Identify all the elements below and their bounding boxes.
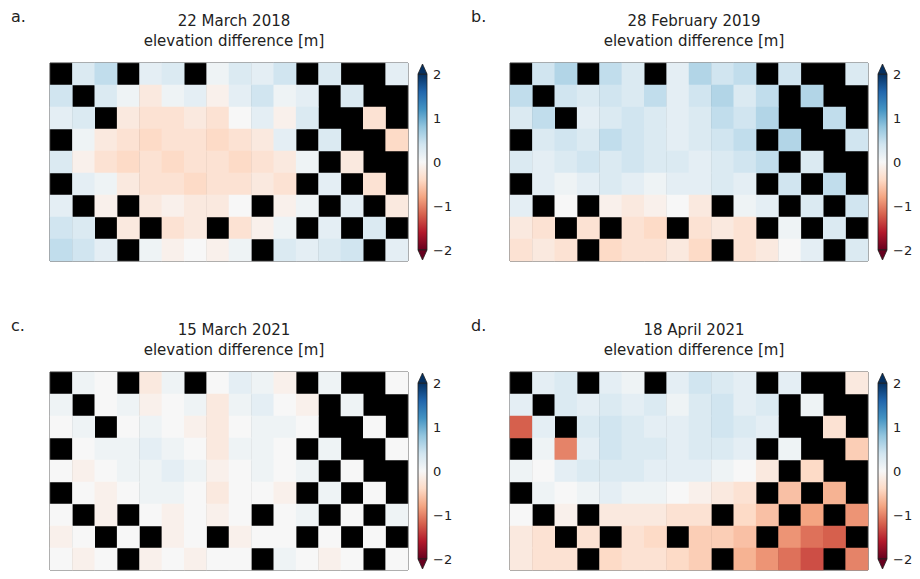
svg-text:d.: d. [471,316,486,335]
svg-text:1: 1 [433,420,441,435]
svg-text:2: 2 [893,376,901,391]
svg-text:0: 0 [433,464,441,479]
svg-text:−1: −1 [893,199,912,214]
svg-text:−2: −2 [433,243,452,258]
svg-text:−1: −1 [893,508,912,523]
svg-text:−1: −1 [433,508,452,523]
svg-text:0: 0 [893,155,901,170]
svg-text:c.: c. [11,316,25,335]
svg-text:2: 2 [433,376,441,391]
svg-text:−2: −2 [893,552,912,567]
svg-text:−2: −2 [433,552,452,567]
svg-text:−1: −1 [433,199,452,214]
svg-text:elevation difference [m]: elevation difference [m] [144,341,325,359]
svg-text:0: 0 [893,464,901,479]
svg-text:18 April 2021: 18 April 2021 [643,321,744,339]
svg-text:1: 1 [893,420,901,435]
svg-text:elevation difference [m]: elevation difference [m] [604,341,785,359]
svg-text:a.: a. [11,7,26,26]
svg-text:28 February 2019: 28 February 2019 [627,12,760,30]
svg-text:b.: b. [471,7,486,26]
svg-text:−2: −2 [893,243,912,258]
svg-text:2: 2 [893,67,901,82]
svg-text:0: 0 [433,155,441,170]
svg-text:1: 1 [433,111,441,126]
svg-text:15 March 2021: 15 March 2021 [178,321,291,339]
svg-text:1: 1 [893,111,901,126]
svg-text:elevation difference [m]: elevation difference [m] [604,32,785,50]
svg-text:22 March 2018: 22 March 2018 [178,12,291,30]
svg-text:elevation difference [m]: elevation difference [m] [144,32,325,50]
svg-text:2: 2 [433,67,441,82]
